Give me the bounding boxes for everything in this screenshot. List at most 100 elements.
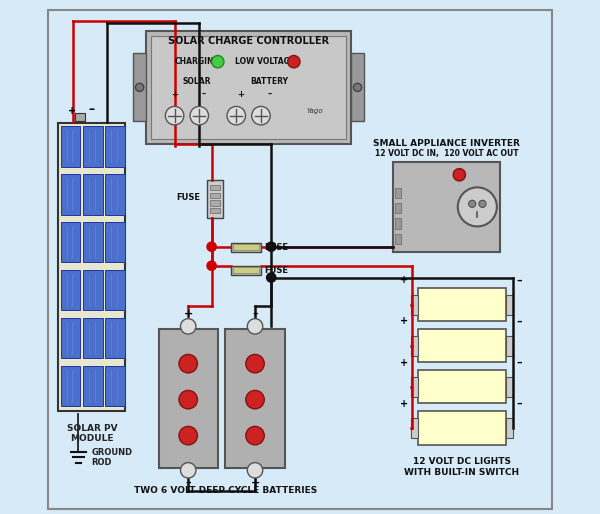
Bar	[208, 180, 223, 218]
Text: +: +	[400, 317, 408, 326]
Bar	[210, 185, 220, 190]
Bar	[83, 126, 103, 167]
Bar	[395, 188, 401, 198]
Text: SOLAR CHARGE CONTROLLER: SOLAR CHARGE CONTROLLER	[168, 36, 329, 46]
Text: TWO 6 VOLT DEEP CYCLE BATTERIES: TWO 6 VOLT DEEP CYCLE BATTERIES	[134, 486, 317, 495]
Circle shape	[181, 319, 196, 334]
Bar	[61, 174, 80, 214]
Bar	[133, 53, 146, 121]
Bar	[410, 295, 418, 315]
Circle shape	[181, 463, 196, 478]
Bar	[230, 266, 262, 275]
Circle shape	[458, 188, 497, 226]
Bar	[105, 270, 125, 310]
Text: +: +	[68, 106, 76, 116]
Bar	[418, 329, 506, 362]
Bar	[61, 365, 80, 407]
Text: –: –	[516, 358, 521, 368]
Circle shape	[212, 56, 224, 68]
Circle shape	[246, 391, 264, 409]
Bar	[61, 318, 80, 358]
Bar	[233, 244, 259, 250]
Text: –: –	[516, 276, 521, 285]
Text: SOLAR PV
MODULE: SOLAR PV MODULE	[67, 424, 117, 444]
Text: 12 VOLT DC IN,  120 VOLT AC OUT: 12 VOLT DC IN, 120 VOLT AC OUT	[374, 149, 518, 158]
Text: –: –	[89, 103, 95, 116]
Text: +: +	[400, 358, 408, 368]
Text: FUSE: FUSE	[264, 266, 288, 275]
Bar	[410, 336, 418, 356]
Circle shape	[166, 106, 184, 125]
Circle shape	[246, 427, 264, 445]
Bar	[506, 418, 514, 438]
Text: –: –	[185, 478, 191, 488]
Circle shape	[266, 242, 276, 251]
Bar	[158, 329, 218, 468]
Bar	[226, 329, 284, 468]
Text: +: +	[237, 90, 244, 99]
Circle shape	[179, 391, 197, 409]
Circle shape	[190, 106, 209, 125]
Text: –: –	[516, 399, 521, 409]
Circle shape	[251, 106, 270, 125]
Bar	[210, 193, 220, 198]
Text: LOW VOLTAGE: LOW VOLTAGE	[235, 57, 295, 66]
Circle shape	[246, 355, 264, 373]
Bar	[105, 222, 125, 263]
Circle shape	[247, 319, 263, 334]
Text: 12 VOLT DC LIGHTS
WITH BUILT-IN SWITCH: 12 VOLT DC LIGHTS WITH BUILT-IN SWITCH	[404, 457, 520, 477]
Bar	[210, 200, 220, 206]
Text: SOLAR: SOLAR	[183, 77, 211, 86]
Bar	[105, 365, 125, 407]
Bar	[506, 295, 514, 315]
Bar	[83, 365, 103, 407]
Text: +: +	[171, 90, 178, 99]
Bar	[146, 31, 352, 144]
Bar	[105, 174, 125, 214]
Bar	[506, 336, 514, 356]
Text: +: +	[400, 276, 408, 285]
Circle shape	[227, 106, 245, 125]
Circle shape	[207, 261, 216, 270]
Bar	[230, 243, 262, 252]
Text: –: –	[267, 90, 271, 99]
Bar	[418, 288, 506, 321]
Bar	[83, 222, 103, 263]
Text: FUSE: FUSE	[176, 193, 200, 203]
Bar	[395, 234, 401, 244]
Bar	[83, 270, 103, 310]
Circle shape	[136, 83, 144, 91]
Bar	[395, 218, 401, 229]
Text: +: +	[400, 399, 408, 409]
Bar	[210, 208, 220, 213]
Text: +: +	[184, 309, 193, 319]
Text: GROUND
ROD: GROUND ROD	[91, 448, 133, 467]
Circle shape	[247, 463, 263, 478]
Bar	[61, 222, 80, 263]
Circle shape	[469, 200, 476, 207]
Bar	[61, 270, 80, 310]
Text: –: –	[516, 317, 521, 326]
Circle shape	[179, 427, 197, 445]
Text: –: –	[201, 90, 205, 99]
Bar	[151, 36, 346, 139]
Bar	[83, 174, 103, 214]
Circle shape	[287, 56, 300, 68]
Text: CHARGING: CHARGING	[175, 57, 220, 66]
Text: FUSE: FUSE	[264, 243, 288, 252]
Circle shape	[453, 169, 466, 181]
Bar	[105, 318, 125, 358]
Circle shape	[353, 83, 362, 91]
Bar	[233, 267, 259, 273]
Text: –: –	[252, 309, 258, 319]
Bar	[418, 370, 506, 403]
Bar	[105, 126, 125, 167]
Text: SMALL APPLIANCE INVERTER: SMALL APPLIANCE INVERTER	[373, 139, 520, 148]
Bar	[61, 126, 80, 167]
Bar	[352, 53, 364, 121]
Circle shape	[479, 200, 486, 207]
Circle shape	[207, 242, 216, 251]
Bar	[410, 418, 418, 438]
Text: +: +	[250, 478, 260, 488]
Bar	[418, 411, 506, 445]
